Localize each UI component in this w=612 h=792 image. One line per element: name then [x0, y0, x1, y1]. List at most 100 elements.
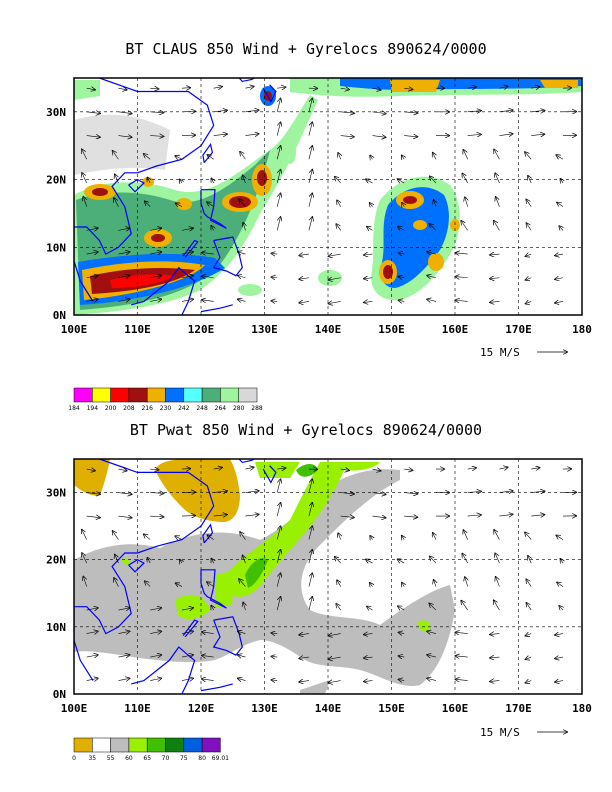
colorbar-swatch	[146, 387, 166, 403]
y-tick-label: 10N	[46, 621, 66, 634]
wind-arrow	[118, 136, 131, 138]
wind-arrow	[118, 608, 129, 610]
wind-arrow	[490, 278, 500, 279]
wind-arrow	[402, 155, 404, 159]
wind-arrow	[556, 155, 564, 160]
wind-arrow	[499, 110, 512, 112]
wind-arrow	[299, 657, 309, 658]
coastline-segment	[182, 619, 199, 638]
wind-arrow	[245, 110, 258, 112]
colorbar-label: 184	[68, 405, 80, 412]
wind-arrow	[526, 657, 532, 659]
wind-arrow	[82, 530, 87, 540]
wind-arrow	[456, 679, 468, 680]
wind-arrow	[525, 152, 532, 160]
coastline-segment	[200, 304, 233, 313]
coastline-segment	[262, 465, 277, 484]
wind-arrow	[366, 179, 373, 183]
wind-arrow	[340, 493, 354, 494]
coastline-segment	[262, 84, 277, 103]
colorbar-label: 75	[180, 755, 188, 762]
wind-arrow	[370, 156, 372, 160]
wind-arrow	[276, 479, 280, 493]
x-tick-label: 130E	[251, 702, 278, 715]
wind-arrow	[245, 514, 258, 516]
wind-arrow	[181, 299, 193, 301]
wind-arrow	[150, 678, 161, 680]
wind-arrow	[118, 252, 129, 254]
wind-arrow	[83, 197, 86, 207]
wind-arrow	[118, 469, 126, 471]
wind-arrow	[150, 631, 161, 633]
wind-arrow	[150, 136, 163, 137]
wind-arrow	[176, 583, 183, 586]
y-tick-label: 10N	[46, 241, 66, 254]
wind-arrow	[490, 657, 500, 658]
colorbar-label: 288	[251, 405, 263, 412]
wind-arrow	[531, 515, 544, 516]
x-tick-label: 170E	[505, 702, 532, 715]
colorbar-swatch	[183, 737, 203, 753]
wind-arrow	[367, 606, 373, 610]
claus-colorbar: 184 194 200 208 216 230 242 248 264 280 288	[68, 387, 263, 412]
wind-arrow	[238, 276, 246, 278]
wind-arrow	[213, 134, 227, 136]
coastline-segment	[200, 683, 233, 692]
wind-arrow	[490, 634, 500, 635]
wind-arrow	[243, 603, 245, 611]
wind-arrow	[308, 526, 312, 540]
axis-labels: 100E 110E 120E 130E 140E 150E 160E 170E 180 0N 10N…	[46, 106, 592, 336]
wind-arrow	[299, 681, 309, 682]
wind-arrow	[372, 493, 385, 495]
wind-arrow	[276, 170, 280, 184]
coastline-segment	[200, 569, 227, 609]
wind-arrow	[338, 153, 340, 160]
wind-arrow	[329, 254, 341, 256]
wind-arrow	[526, 579, 532, 587]
lat-lon-grid	[74, 459, 582, 694]
wind-arrow	[340, 88, 349, 89]
wind-arrow	[490, 681, 500, 682]
wind-arrow	[531, 491, 544, 492]
wind-vector-field	[82, 86, 576, 303]
wind-arrow	[430, 176, 437, 184]
wind-arrow	[308, 122, 312, 136]
wind-arrow	[238, 299, 246, 301]
wind-arrow	[557, 582, 564, 587]
wind-arrow	[308, 550, 312, 564]
wind-arrow	[211, 559, 213, 563]
wind-arrow	[113, 151, 119, 160]
wind-arrow	[528, 176, 531, 184]
wind-arrow	[118, 631, 129, 633]
wind-arrow	[176, 203, 183, 206]
cloud-temperature-shading	[74, 78, 582, 315]
wind-arrow	[340, 136, 354, 137]
coastline-segment	[128, 559, 145, 573]
colorbar-swatch	[165, 737, 185, 753]
wind-arrow	[462, 554, 468, 564]
wind-arrow	[555, 634, 564, 635]
wind-arrow	[398, 227, 405, 231]
wind-arrow	[239, 579, 246, 587]
wind-arrow	[82, 149, 87, 160]
wind-arrow	[82, 173, 87, 184]
colorbar-label: 194	[87, 405, 99, 412]
wind-arrow	[181, 631, 193, 633]
wind-arrow	[202, 276, 214, 278]
wind-arrow	[118, 228, 129, 230]
colorbar-swatch	[128, 737, 148, 753]
wind-arrow	[398, 179, 405, 183]
wind-arrow	[555, 681, 564, 682]
wind-arrow	[560, 559, 562, 563]
wind-arrow	[337, 200, 341, 207]
colorbar-label: 80	[198, 755, 206, 762]
wind-arrow	[399, 679, 405, 680]
wind-arrow	[277, 87, 285, 88]
colorbar-swatch	[146, 737, 166, 753]
wind-arrow	[531, 110, 544, 111]
wind-arrow	[337, 580, 341, 587]
wind-arrow	[86, 493, 100, 495]
x-tick-label: 180	[572, 323, 592, 336]
x-tick-label: 100E	[61, 702, 88, 715]
colorbar-swatch	[110, 387, 130, 403]
